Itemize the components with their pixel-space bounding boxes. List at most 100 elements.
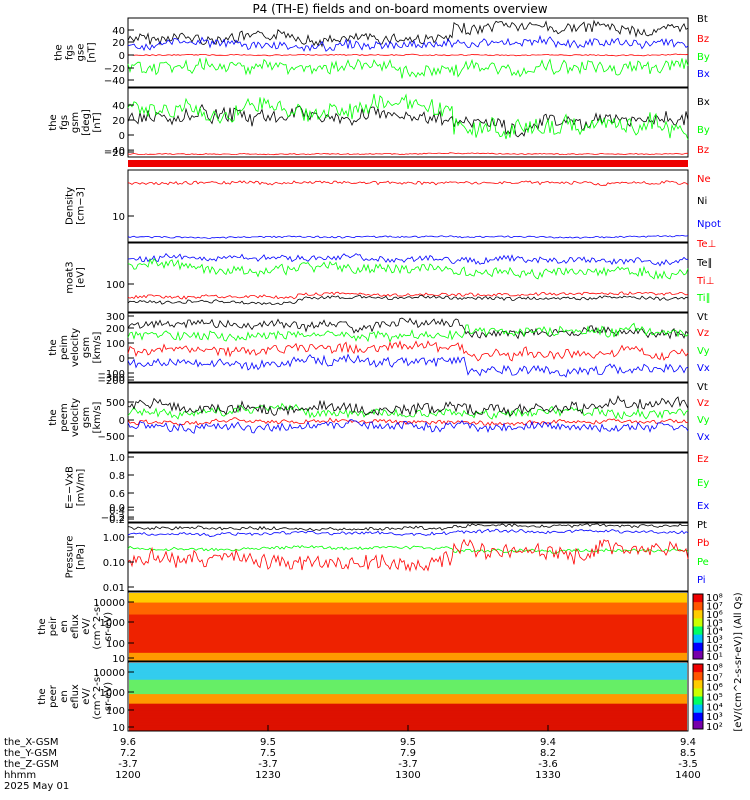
y-tick-label: 100: [106, 706, 125, 717]
y-axis-label-line: [km/s]: [92, 331, 103, 363]
panel-frame-peem_velocity: [127, 382, 689, 453]
colorbar-segment: [693, 688, 703, 697]
x-tick-value: 9.4: [540, 737, 556, 748]
y-axis-label-line: (cm^2-s-: [92, 603, 103, 650]
colorbar-tick-label: 10⁵: [706, 618, 723, 629]
y-tick-label: −40: [104, 146, 125, 157]
x-tick-value: -3.7: [398, 759, 418, 770]
heatmap-row: [129, 715, 687, 719]
series-line-fgs_gse-2: [127, 57, 689, 79]
legend-entry: Bz: [697, 34, 709, 45]
heatmap-row: [129, 663, 687, 666]
y-axis-label-line: fgs: [59, 115, 70, 130]
y-axis-label-line: [deg]: [81, 109, 92, 136]
y-tick-label: 0: [119, 416, 125, 427]
series-line-peem_velocity-3: [127, 419, 689, 434]
panel-frame-density: [127, 169, 689, 243]
y-axis-label-line: [mV/m]: [76, 469, 87, 507]
y-axis-label-line: [km/s]: [92, 401, 103, 433]
y-axis-label-line: the: [48, 409, 59, 425]
y-tick-label: 10: [112, 212, 125, 223]
series-line-pressure-0: [127, 523, 689, 532]
heatmap-row: [129, 626, 687, 630]
legend-entry: Ti∥: [696, 293, 711, 304]
y-axis-label-line: gsm: [81, 407, 92, 428]
y-axis-label-line: Density: [65, 187, 76, 225]
y-tick-label: 0.4: [109, 506, 125, 517]
heatmap-row: [129, 633, 687, 637]
x-tick-value: -3.6: [538, 759, 558, 770]
series-line-fgs_gse-3: [127, 34, 689, 52]
y-tick-label: −20: [104, 148, 125, 159]
panel-frame-temperature: [127, 242, 689, 313]
y-tick-label: 200: [106, 324, 125, 335]
legend-entry: Vy: [697, 415, 710, 426]
series-line-density-1: [127, 234, 689, 239]
heatmap-row: [129, 595, 687, 599]
y-tick-label: 40: [112, 26, 125, 37]
series-line-peem_velocity-0: [127, 402, 689, 420]
legend-entry: Npot: [697, 219, 721, 230]
legend-entry: Vy: [697, 346, 710, 357]
y-tick-label: 100: [106, 280, 125, 291]
panel-frame-fgs_gse: [127, 17, 689, 88]
y-tick-label: 10000: [93, 598, 125, 609]
y-axis-label-line: en: [59, 620, 70, 633]
legend-entry: Bt: [697, 14, 708, 25]
heatmap-row: [129, 602, 687, 606]
heatmap-row: [129, 672, 687, 676]
heatmap-row: [129, 677, 687, 681]
x-tick-value: 9.5: [260, 737, 276, 748]
series-line-peem_velocity-1: [127, 395, 689, 417]
y-axis-label-line: eV/: [81, 618, 92, 635]
legend-entry: Ey: [697, 478, 709, 489]
heatmap-row: [129, 600, 687, 604]
colorbar-segment: [693, 712, 703, 722]
colorbar-tick-label: 10⁴: [706, 627, 723, 638]
heatmap-row: [129, 691, 687, 695]
panel-density: 10 Density [cm−3] Ne Ni Npot: [65, 169, 721, 243]
heatmap-row: [129, 722, 687, 726]
y-axis-label-line: peem: [59, 403, 70, 431]
legend-entry: Bx: [697, 97, 710, 108]
panel-peer_eflux: 10000 1000 100 10 the peer en eflux eV/(cm^2-s-s…: [37, 661, 723, 734]
series-line-peim_velocity-1: [127, 322, 689, 344]
legend-entry: Ne: [697, 174, 711, 185]
series-line-pressure-3: [127, 538, 689, 573]
heatmap-row: [129, 720, 687, 724]
panel-frame-peir_eflux: [127, 591, 689, 662]
y-tick-label: 0: [119, 51, 125, 62]
legend-entry: Vz: [697, 398, 709, 409]
y-axis-label-line: sr-eV): [103, 612, 114, 641]
heatmap-row: [129, 686, 687, 690]
colorbar-segment: [693, 642, 703, 652]
y-tick-label: 10: [112, 723, 125, 734]
series-line-fgs_gse-1: [127, 53, 689, 57]
heatmap-row: [129, 698, 687, 702]
x-tick-value: -3.7: [258, 759, 278, 770]
colorbar-tick-label: 10⁴: [706, 702, 723, 713]
heatmap-row: [129, 636, 687, 639]
colorbar-tick-label: 10¹: [706, 652, 723, 663]
xrow-label-2: the_Z-GSM: [4, 759, 59, 770]
y-axis-label-line: [nT]: [92, 112, 103, 132]
y-tick-label: −0.2: [101, 513, 125, 524]
y-axis-label-line: [eV]: [76, 267, 87, 288]
x-tick-value: 9.5: [400, 737, 416, 748]
colorbar-segment: [693, 594, 703, 603]
series-line-peem_velocity-2: [127, 417, 689, 427]
legend-entry: Bz: [697, 145, 709, 156]
panel-peir_eflux: 10000 1000 100 10 the peir en eflux eV/(cm^2-s-s…: [37, 591, 723, 665]
colorbar-segment: [693, 650, 703, 660]
y-tick-label: 20: [112, 38, 125, 49]
y-axis-label-line: [nT]: [87, 42, 98, 62]
heatmap-row: [129, 643, 687, 647]
y-axis-label-line: velocity: [70, 398, 81, 437]
colorbar-tick-label: 10⁵: [706, 693, 723, 704]
colorbar-frame: [692, 593, 704, 660]
x-tick-value: 8.2: [540, 748, 556, 759]
